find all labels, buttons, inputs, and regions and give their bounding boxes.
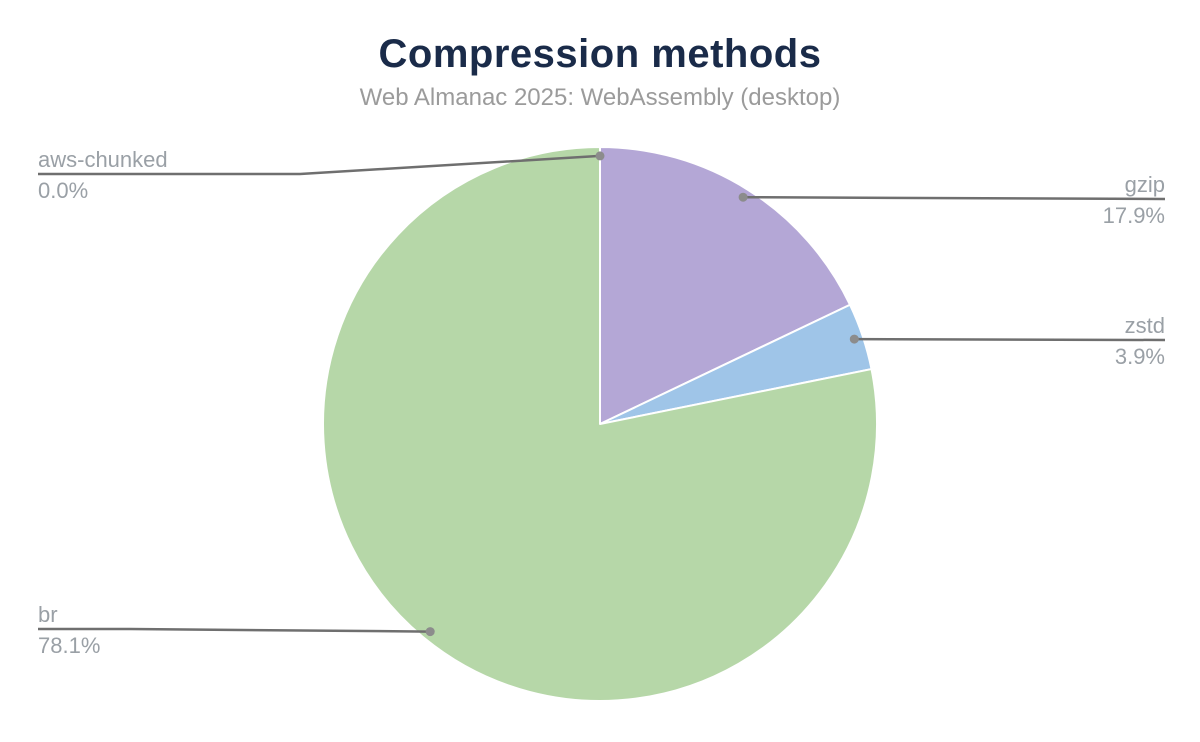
- leader-dot-zstd: [849, 334, 859, 344]
- pie-slice-br[interactable]: [322, 146, 879, 702]
- chart-subtitle: Web Almanac 2025: WebAssembly (desktop): [359, 84, 841, 111]
- leader-dot-gzip: [738, 192, 748, 202]
- leader-line-zstd: [854, 337, 1166, 342]
- leader-line-gzip: [743, 195, 1166, 201]
- chart-title: Compression methods: [378, 32, 822, 76]
- leader-dot-br: [425, 627, 435, 637]
- pie-slice-gzip[interactable]: [599, 146, 852, 425]
- leader-line-aws-chunked: [38, 154, 601, 176]
- leader-dot-aws-chunked: [595, 151, 605, 161]
- leader-line-br: [38, 627, 431, 633]
